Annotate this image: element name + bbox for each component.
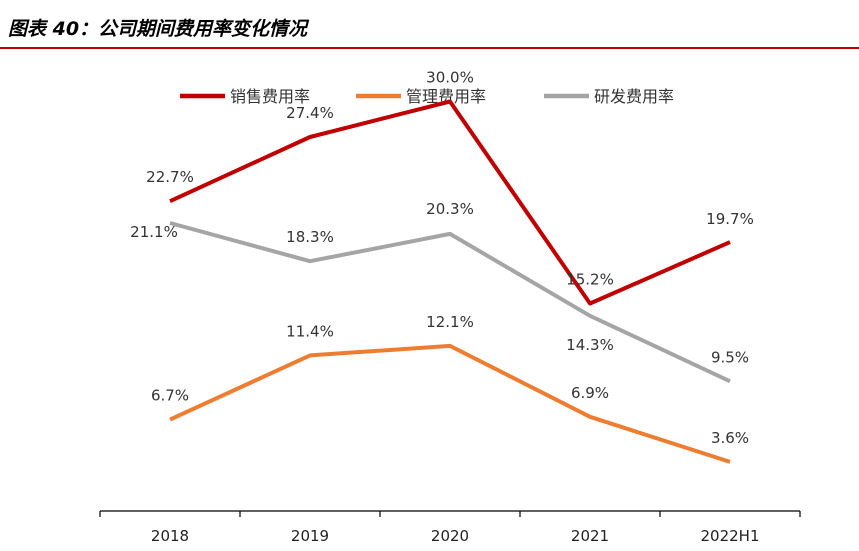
data-label: 9.5% — [711, 348, 749, 366]
x-tick-label: 2020 — [431, 527, 469, 545]
data-label: 30.0% — [426, 69, 474, 87]
data-label: 18.3% — [286, 228, 334, 246]
x-tick-label: 2022H1 — [701, 527, 760, 545]
series-line-1 — [169, 99, 731, 306]
x-tick-label: 2018 — [151, 527, 189, 545]
chart-title: 图表 40：公司期间费用率变化情况 — [8, 18, 308, 40]
data-label: 27.4% — [286, 104, 334, 122]
legend: 销售费用率 管理费用率 研发费用率 — [180, 87, 674, 106]
series-line-3 — [169, 221, 731, 384]
x-axis: 2018 2019 2020 2021 2022H1 — [99, 510, 801, 545]
data-label: 20.3% — [426, 200, 474, 218]
legend-label: 管理费用率 — [406, 87, 486, 106]
x-tick-label: 2019 — [291, 527, 329, 545]
x-tick-label: 2021 — [571, 527, 609, 545]
data-label: 3.6% — [711, 429, 749, 447]
series-lines — [169, 99, 731, 464]
legend-label: 研发费用率 — [594, 87, 674, 106]
data-label: 6.9% — [571, 384, 609, 402]
data-label: 12.1% — [426, 313, 474, 331]
data-label: 22.7% — [146, 168, 194, 186]
data-label: 6.7% — [151, 387, 189, 405]
data-label: 21.1% — [130, 223, 178, 241]
data-labels: 22.7% 27.4% 30.0% 15.2% 19.7% 6.7% 11.4% 12.1% 6… — [130, 69, 754, 447]
legend-label: 销售费用率 — [230, 87, 310, 106]
series-line-2 — [169, 343, 731, 464]
data-label: 11.4% — [286, 322, 334, 340]
data-label: 19.7% — [706, 210, 754, 228]
data-label: 14.3% — [566, 336, 614, 354]
title-divider — [0, 47, 859, 49]
data-label: 15.2% — [566, 271, 614, 289]
